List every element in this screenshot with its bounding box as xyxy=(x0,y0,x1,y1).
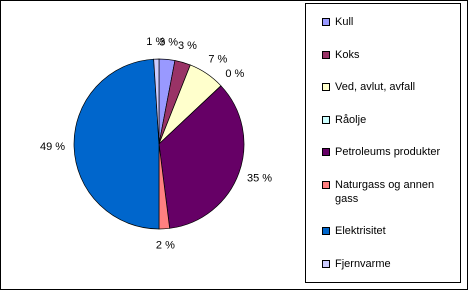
legend-label: Råolje xyxy=(335,113,367,126)
legend-swatch xyxy=(322,50,330,59)
legend-item: Kull xyxy=(306,15,460,29)
legend-label: Kull xyxy=(335,16,354,29)
legend-item: Koks xyxy=(306,48,460,62)
data-label: 7 % xyxy=(208,54,227,66)
pie-slice xyxy=(73,58,160,230)
legend-item: Ved, avlut, avfall xyxy=(306,80,460,94)
legend-item: Petroleums produkter xyxy=(306,145,460,159)
legend-swatch xyxy=(322,180,330,189)
legend-label: Koks xyxy=(335,48,360,61)
data-label: 35 % xyxy=(247,172,272,184)
legend-swatch xyxy=(322,83,330,92)
data-label: 0 % xyxy=(225,68,244,80)
legend-label: Elektrisitet xyxy=(335,225,386,238)
legend-swatch xyxy=(322,115,330,124)
pie-area: 3 % 3 % 7 % 0 % 35 % 2 % 49 % 1 % xyxy=(40,36,272,252)
legend-item: Elektrisitet xyxy=(306,224,460,238)
legend-label: Fjernvarme xyxy=(335,257,391,270)
legend-swatch xyxy=(322,227,330,236)
legend-label: Naturgass og annen gass xyxy=(335,178,435,205)
legend-swatch xyxy=(322,18,330,27)
pie-slice xyxy=(158,85,245,229)
legend-swatch xyxy=(322,259,330,268)
legend: Kull Koks Ved, avlut, avfall Råolje Petroleu… xyxy=(305,3,461,283)
data-label: 2 % xyxy=(156,240,175,252)
data-label: 49 % xyxy=(40,141,65,153)
legend-swatch xyxy=(322,148,330,157)
legend-item: Råolje xyxy=(306,113,460,127)
data-label: 1 % xyxy=(146,36,165,48)
pie-slice xyxy=(153,58,160,145)
legend-label: Ved, avlut, avfall xyxy=(335,81,416,94)
data-label: 3 % xyxy=(178,40,197,52)
data-label: 3 % xyxy=(159,36,178,48)
legend-label: Petroleums produkter xyxy=(335,146,441,159)
legend-item: Fjernvarme xyxy=(306,257,460,271)
legend-item: Naturgass og annen gass xyxy=(306,178,460,206)
